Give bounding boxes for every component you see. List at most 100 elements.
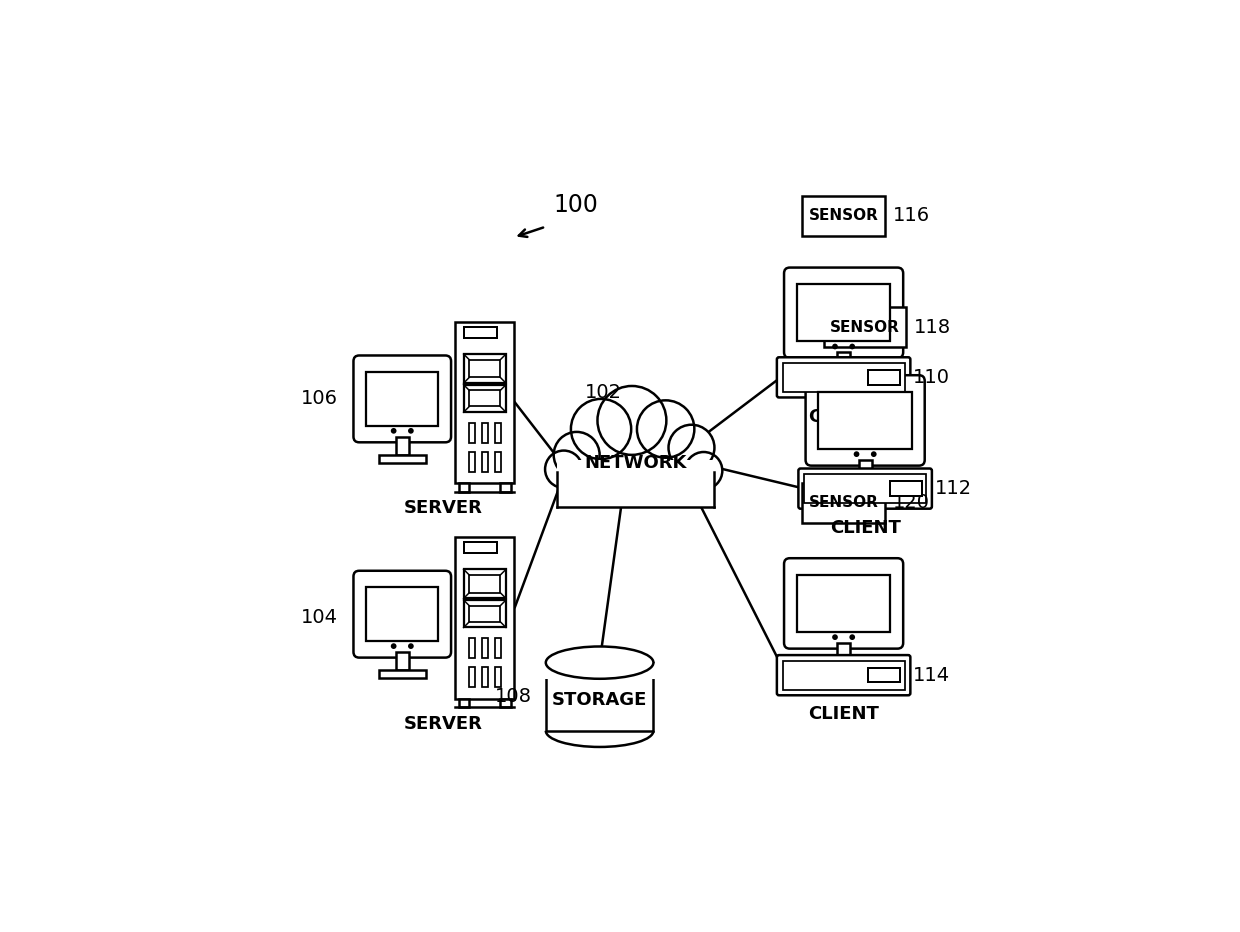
Text: 106: 106 (300, 390, 337, 408)
Bar (802, 196, 885, 236)
Bar (464, 569, 506, 598)
FancyBboxPatch shape (353, 570, 451, 658)
Text: 110: 110 (913, 368, 950, 387)
Text: CLIENT: CLIENT (808, 407, 879, 426)
Bar (805, 474, 926, 503)
Bar (469, 638, 475, 658)
Bar (868, 370, 900, 385)
Circle shape (598, 386, 666, 455)
Circle shape (849, 635, 856, 640)
Bar (495, 452, 501, 473)
Bar (823, 308, 906, 347)
Circle shape (684, 452, 723, 489)
Circle shape (832, 635, 838, 640)
Text: 120: 120 (893, 493, 930, 513)
Bar (813, 370, 873, 378)
Bar (557, 457, 714, 507)
Text: SENSOR: SENSOR (831, 320, 900, 335)
Bar (802, 483, 885, 523)
Text: 102: 102 (585, 383, 622, 403)
Circle shape (554, 432, 600, 478)
Circle shape (637, 401, 694, 458)
Text: 104: 104 (300, 609, 337, 627)
Bar (818, 391, 911, 449)
Text: 114: 114 (913, 665, 950, 685)
FancyBboxPatch shape (784, 558, 903, 649)
Bar (470, 360, 500, 377)
Text: STORAGE: STORAGE (552, 692, 647, 709)
Bar (470, 391, 500, 406)
Text: SERVER: SERVER (404, 715, 482, 733)
Bar (858, 459, 872, 478)
Bar (469, 667, 475, 688)
Bar (495, 667, 501, 688)
Bar (837, 643, 851, 661)
Bar (501, 698, 511, 707)
Bar (455, 537, 515, 698)
Bar (396, 651, 409, 670)
Bar (455, 322, 515, 483)
Bar (366, 372, 438, 426)
Bar (782, 363, 905, 391)
Bar (482, 452, 487, 473)
Text: 118: 118 (914, 318, 951, 336)
Text: CLIENT: CLIENT (808, 706, 879, 723)
Text: 108: 108 (495, 687, 532, 706)
Bar (495, 638, 501, 658)
Bar (495, 423, 501, 443)
Bar (482, 667, 487, 688)
Circle shape (391, 428, 397, 433)
Bar (378, 670, 427, 678)
Circle shape (408, 643, 414, 649)
Circle shape (853, 451, 859, 457)
Bar (557, 459, 714, 507)
Circle shape (832, 344, 838, 350)
Circle shape (408, 428, 414, 433)
Bar (482, 423, 487, 443)
Bar (837, 352, 851, 370)
Bar (797, 575, 890, 632)
Text: SENSOR: SENSOR (808, 496, 879, 511)
Bar (469, 423, 475, 443)
Bar (470, 606, 500, 622)
Bar (469, 452, 475, 473)
Bar (782, 661, 905, 690)
FancyBboxPatch shape (777, 357, 910, 397)
Bar (464, 385, 506, 412)
Text: CLIENT: CLIENT (830, 519, 900, 537)
Bar (544, 663, 655, 678)
Text: SERVER: SERVER (404, 500, 482, 517)
Bar (797, 284, 890, 341)
Text: NETWORK: NETWORK (584, 455, 687, 473)
Bar (470, 575, 500, 593)
Circle shape (668, 425, 714, 471)
Bar (464, 326, 496, 338)
FancyBboxPatch shape (799, 469, 932, 509)
Bar (813, 661, 873, 669)
Text: SENSOR: SENSOR (808, 209, 879, 224)
Bar (482, 638, 487, 658)
Bar (459, 698, 469, 707)
Bar (889, 482, 923, 496)
Bar (459, 483, 469, 492)
Bar (836, 478, 895, 487)
Ellipse shape (546, 647, 653, 678)
Text: 116: 116 (893, 206, 930, 226)
FancyBboxPatch shape (806, 376, 925, 466)
Bar (366, 587, 438, 641)
Bar (501, 483, 511, 492)
Bar (464, 354, 506, 383)
Circle shape (870, 451, 877, 457)
Bar (378, 455, 427, 463)
Bar (464, 541, 496, 554)
FancyBboxPatch shape (784, 267, 903, 358)
Bar (868, 668, 900, 682)
FancyBboxPatch shape (777, 655, 910, 695)
Bar (546, 663, 653, 731)
Bar (464, 600, 506, 627)
FancyBboxPatch shape (353, 355, 451, 443)
Bar (396, 436, 409, 455)
Circle shape (849, 344, 856, 350)
Text: 100: 100 (553, 193, 598, 217)
Circle shape (570, 399, 631, 459)
